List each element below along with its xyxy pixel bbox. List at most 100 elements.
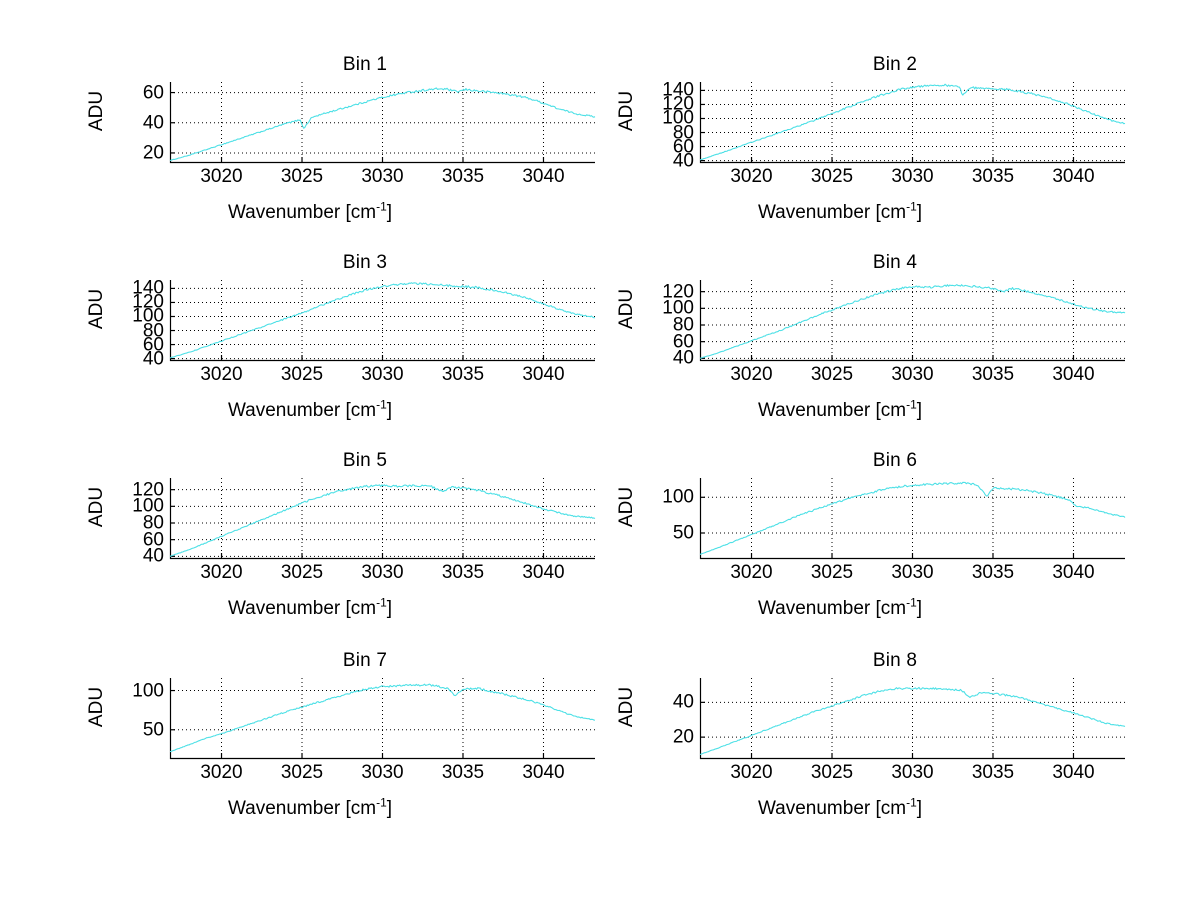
x-tick-label: 3020 bbox=[200, 166, 243, 187]
plot-area bbox=[699, 82, 1126, 164]
y-tick-label: 40 bbox=[672, 691, 694, 713]
x-tick-label: 3035 bbox=[971, 364, 1015, 385]
x-tick-label: 3030 bbox=[361, 762, 404, 783]
x-tick-label: 3040 bbox=[1052, 562, 1095, 583]
x-tick-label: 3025 bbox=[280, 364, 324, 385]
subplot-title: Bin 6 bbox=[872, 450, 918, 471]
subplot-bin-6: Bin 6 ADU 50 100 3020 3025 3030 3035 3040 Wavenum… bbox=[595, 446, 1195, 646]
subplot-title: Bin 1 bbox=[342, 54, 388, 75]
x-axis-label-exponent: -1 bbox=[906, 199, 917, 214]
x-tick-label: 3025 bbox=[810, 166, 854, 187]
x-tick-label: 3040 bbox=[522, 562, 565, 583]
y-tick-label: 120 bbox=[132, 479, 164, 501]
y-tick-labels: 20 40 60 bbox=[105, 82, 167, 162]
plot-area bbox=[169, 678, 596, 760]
x-tick-label: 3020 bbox=[730, 166, 773, 187]
spectrum-line bbox=[699, 686, 1126, 755]
x-tick-label: 3020 bbox=[200, 364, 243, 385]
x-axis-label-text: Wavenumber [cm bbox=[757, 400, 907, 421]
y-tick-label: 50 bbox=[672, 522, 694, 544]
subplot-title: Bin 5 bbox=[342, 450, 388, 471]
x-axis-label-exponent: -1 bbox=[376, 397, 387, 412]
subplot-title: Bin 4 bbox=[872, 252, 918, 273]
x-axis-label-bracket: ] bbox=[386, 798, 393, 819]
x-axis-label-exponent: -1 bbox=[376, 595, 387, 610]
y-tick-label: 120 bbox=[132, 291, 164, 313]
plot-area bbox=[699, 678, 1126, 760]
y-tick-label: 100 bbox=[662, 107, 694, 129]
x-tick-label: 3025 bbox=[810, 364, 854, 385]
spectrum-line bbox=[169, 282, 596, 359]
y-tick-label: 40 bbox=[142, 348, 164, 370]
axis-spine bbox=[169, 678, 595, 760]
x-tick-labels: 3020 3025 3030 3035 3040 bbox=[170, 166, 595, 190]
x-tick-label: 3030 bbox=[891, 364, 934, 385]
subplot-title: Bin 3 bbox=[342, 252, 388, 273]
x-axis-label-text: Wavenumber [cm bbox=[227, 598, 377, 619]
subplot-bin-1: Bin 1 ADU 20 40 60 3020 3025 3030 3035 3040 Wavenu… bbox=[65, 50, 665, 250]
x-axis-label: Wavenumber [cm-1] bbox=[65, 199, 555, 224]
x-tick-label: 3025 bbox=[810, 762, 854, 783]
plot-area bbox=[169, 280, 596, 362]
x-tick-label: 3030 bbox=[891, 762, 934, 783]
x-axis-label: Wavenumber [cm-1] bbox=[65, 595, 555, 620]
spectrum-line bbox=[699, 481, 1126, 556]
y-tick-label: 50 bbox=[142, 719, 164, 741]
x-tick-label: 3025 bbox=[280, 562, 324, 583]
x-tick-label: 3040 bbox=[1052, 364, 1095, 385]
axis-spine bbox=[699, 280, 1125, 362]
spectrum-line bbox=[169, 683, 596, 753]
x-tick-label: 3020 bbox=[730, 762, 773, 783]
x-tick-label: 3025 bbox=[280, 762, 324, 783]
x-axis-label-text: Wavenumber [cm bbox=[757, 202, 907, 223]
x-tick-label: 3030 bbox=[891, 562, 934, 583]
x-tick-label: 3030 bbox=[361, 562, 404, 583]
x-tick-label: 3030 bbox=[361, 166, 404, 187]
x-tick-labels: 3020 3025 3030 3035 3040 bbox=[700, 364, 1125, 388]
x-tick-label: 3020 bbox=[200, 562, 243, 583]
x-tick-label: 3035 bbox=[971, 762, 1015, 783]
y-tick-label: 100 bbox=[662, 486, 694, 508]
x-axis-label: Wavenumber [cm-1] bbox=[595, 399, 1085, 422]
x-axis-label-text: Wavenumber [cm bbox=[227, 400, 377, 421]
plot-area bbox=[699, 478, 1126, 560]
y-tick-label: 100 bbox=[132, 305, 164, 327]
x-axis-label-bracket: ] bbox=[386, 598, 393, 619]
spectrum-line bbox=[169, 87, 596, 162]
x-tick-label: 3030 bbox=[891, 166, 934, 187]
y-tick-label: 20 bbox=[142, 142, 164, 164]
x-tick-labels: 3020 3025 3030 3035 3040 bbox=[170, 562, 595, 586]
plot-area bbox=[169, 82, 596, 164]
x-tick-labels: 3020 3025 3030 3035 3040 bbox=[170, 762, 595, 786]
y-tick-label: 60 bbox=[142, 82, 164, 104]
x-axis-label: Wavenumber [cm-1] bbox=[595, 199, 1085, 224]
y-tick-labels: 40 60 80 100 120 140 bbox=[105, 279, 167, 368]
x-tick-label: 3025 bbox=[810, 562, 854, 583]
x-axis-label: Wavenumber [cm-1] bbox=[595, 797, 1085, 820]
x-axis-label-text: Wavenumber [cm bbox=[227, 202, 377, 223]
x-tick-label: 3020 bbox=[730, 364, 773, 385]
y-tick-label: 80 bbox=[142, 320, 164, 342]
x-tick-label: 3040 bbox=[522, 364, 565, 385]
x-axis-label-exponent: -1 bbox=[906, 595, 917, 610]
x-axis-label-exponent: -1 bbox=[376, 795, 387, 810]
x-axis-label-text: Wavenumber [cm bbox=[227, 798, 377, 819]
subplot-bin-3: Bin 3 ADU 40 60 80 100 120 140 3020 3025 3030 3035 3… bbox=[65, 248, 665, 448]
axis-spine bbox=[169, 82, 595, 164]
x-tick-labels: 3020 3025 3030 3035 3040 bbox=[700, 762, 1125, 786]
axis-spine bbox=[169, 280, 595, 362]
y-tick-label: 60 bbox=[142, 334, 164, 356]
y-tick-label: 60 bbox=[142, 529, 164, 551]
x-axis-label-bracket: ] bbox=[916, 400, 923, 421]
y-tick-label: 20 bbox=[672, 726, 694, 748]
y-tick-label: 40 bbox=[672, 347, 694, 369]
y-tick-labels: 50 100 bbox=[635, 478, 697, 558]
y-tick-labels: 50 100 bbox=[105, 678, 167, 758]
spectrum-line bbox=[699, 284, 1126, 359]
x-axis-label-exponent: -1 bbox=[376, 199, 387, 214]
subplot-bin-8: Bin 8 ADU 20 40 3020 3025 3030 3035 3040 Wavenumb… bbox=[595, 646, 1195, 846]
x-tick-label: 3035 bbox=[971, 166, 1015, 187]
y-tick-labels: 20 40 bbox=[635, 678, 697, 758]
x-tick-label: 3025 bbox=[280, 166, 324, 187]
